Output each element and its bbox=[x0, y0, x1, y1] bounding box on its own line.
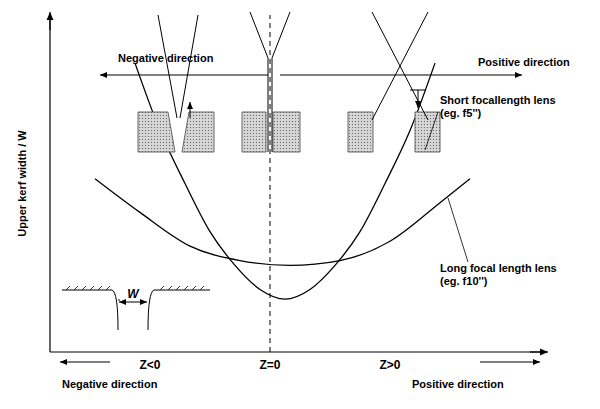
html-text:Short focallength lens (eg. f5: Short focallength lens (eg. f5'') bbox=[440, 94, 556, 119]
svg-text:Z=0: Z=0 bbox=[259, 358, 280, 372]
html-text:Long focal length lens (eg. f1: Long focal length lens (eg. f10'') bbox=[440, 262, 557, 287]
svg-text:W: W bbox=[127, 287, 140, 301]
svg-text:Positive direction: Positive direction bbox=[478, 56, 570, 68]
svg-text:Z>0: Z>0 bbox=[379, 358, 400, 372]
svg-text:Negative direction: Negative direction bbox=[62, 378, 158, 390]
svg-text:Z<0: Z<0 bbox=[139, 358, 160, 372]
svg-text:Upper kerf width / W: Upper kerf width / W bbox=[16, 130, 28, 237]
svg-text:Negative direction: Negative direction bbox=[118, 52, 214, 64]
svg-text:Positive direction: Positive direction bbox=[412, 378, 504, 390]
